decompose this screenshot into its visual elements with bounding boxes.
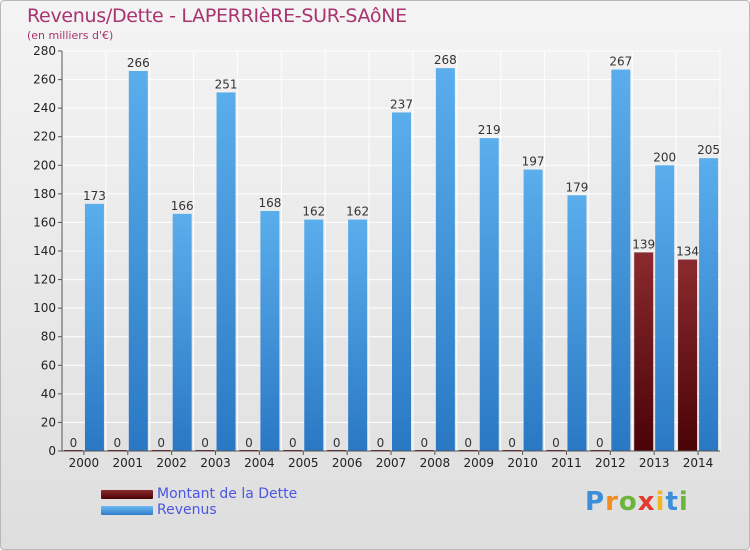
y-tick-label: 220 [33,130,56,144]
x-tick-label: 2003 [200,456,231,470]
debt-value-label: 139 [632,237,655,251]
y-tick-label: 180 [33,187,56,201]
debt-value-label: 0 [508,436,516,450]
revenue-value-label: 251 [215,77,238,91]
revenue-value-label: 197 [522,155,545,169]
y-tick-label: 0 [48,444,56,458]
debt-value-label: 0 [245,436,253,450]
legend-label-revenue: Revenus [157,502,217,518]
revenue-value-label: 179 [566,180,589,194]
legend: Montant de la Dette Revenus [101,486,297,518]
x-tick-label: 2012 [595,456,626,470]
x-tick-label: 2013 [639,456,670,470]
debt-value-label: 0 [464,436,472,450]
revenue-bar [128,71,148,451]
revenue-value-label: 200 [653,150,676,164]
revenue-bar [216,92,236,451]
x-tick-label: 2009 [463,456,494,470]
revenue-bar [655,165,675,452]
debt-value-label: 0 [421,436,429,450]
revenue-bar [611,69,631,452]
revenue-bar [479,138,499,451]
revenue-value-label: 267 [609,55,632,69]
debt-value-label: 0 [157,436,165,450]
revenue-bar [348,219,368,451]
logo-letter: t [665,487,679,517]
y-tick-label: 100 [33,301,56,315]
y-tick-label: 280 [33,44,56,58]
logo-letter: i [678,487,689,517]
chart-title: Revenus/Dette - LAPERRIèRE-SUR-SAôNE [27,5,407,27]
revenue-bar [392,112,411,451]
debt-value-label: 0 [113,436,121,450]
logo-letter: o [618,487,638,517]
y-tick-label: 160 [33,215,56,229]
x-tick-label: 2005 [288,456,319,470]
revenue-bar [699,158,719,451]
debt-value-label: 0 [377,436,385,450]
y-tick-label: 60 [41,358,56,372]
x-tick-label: 2001 [113,456,144,470]
revenue-value-label: 205 [697,143,720,157]
logo-letter: x [637,487,656,517]
debt-value-label: 134 [676,245,699,259]
debt-value-label: 0 [70,436,78,450]
y-tick-label: 260 [33,73,56,87]
x-tick-label: 2004 [244,456,275,470]
debt-value-label: 0 [552,436,560,450]
revenue-value-label: 162 [346,205,369,219]
logo-letter: P [585,487,606,517]
revenue-bar [435,68,455,452]
revenue-value-label: 219 [478,123,501,137]
legend-item-debt: Montant de la Dette [101,486,297,502]
y-tick-label: 240 [33,101,56,115]
revenue-value-label: 266 [127,56,150,70]
revenue-bar [304,219,324,451]
legend-swatch-debt [101,489,153,499]
revenue-bar [523,169,543,452]
x-tick-label: 2007 [376,456,407,470]
revenue-value-label: 237 [390,97,413,111]
x-tick-label: 2002 [156,456,187,470]
legend-item-revenue: Revenus [101,502,297,518]
debt-bar [678,259,698,451]
y-tick-label: 40 [41,387,56,401]
revenue-value-label: 166 [171,199,194,213]
debt-value-label: 0 [201,436,209,450]
revenue-bar [260,211,280,451]
x-tick-label: 2006 [332,456,363,470]
debt-value-label: 0 [333,436,341,450]
legend-swatch-revenue [101,505,153,515]
revenue-bar [567,195,587,451]
revenue-value-label: 162 [302,205,325,219]
legend-label-debt: Montant de la Dette [157,486,298,502]
revenue-bar [172,213,192,451]
revenue-value-label: 173 [83,189,106,203]
proxiti-logo: Proxiti [585,487,689,517]
debt-bar [634,252,654,451]
y-tick-label: 80 [41,330,56,344]
y-tick-label: 140 [33,244,56,258]
y-tick-label: 120 [33,273,56,287]
logo-letter: i [655,487,666,517]
debt-value-label: 0 [596,436,604,450]
revenue-bar [84,203,104,451]
logo-letter: r [605,487,619,517]
debt-value-label: 0 [289,436,297,450]
x-tick-label: 2010 [507,456,538,470]
x-tick-label: 2000 [69,456,100,470]
chart-subtitle: (en milliers d'€) [27,29,114,42]
x-tick-label: 2008 [420,456,451,470]
y-tick-label: 200 [33,158,56,172]
revenue-value-label: 268 [434,53,457,67]
revenue-value-label: 168 [258,196,281,210]
x-tick-label: 2011 [551,456,582,470]
y-tick-label: 20 [41,415,56,429]
x-tick-label: 2014 [683,456,714,470]
